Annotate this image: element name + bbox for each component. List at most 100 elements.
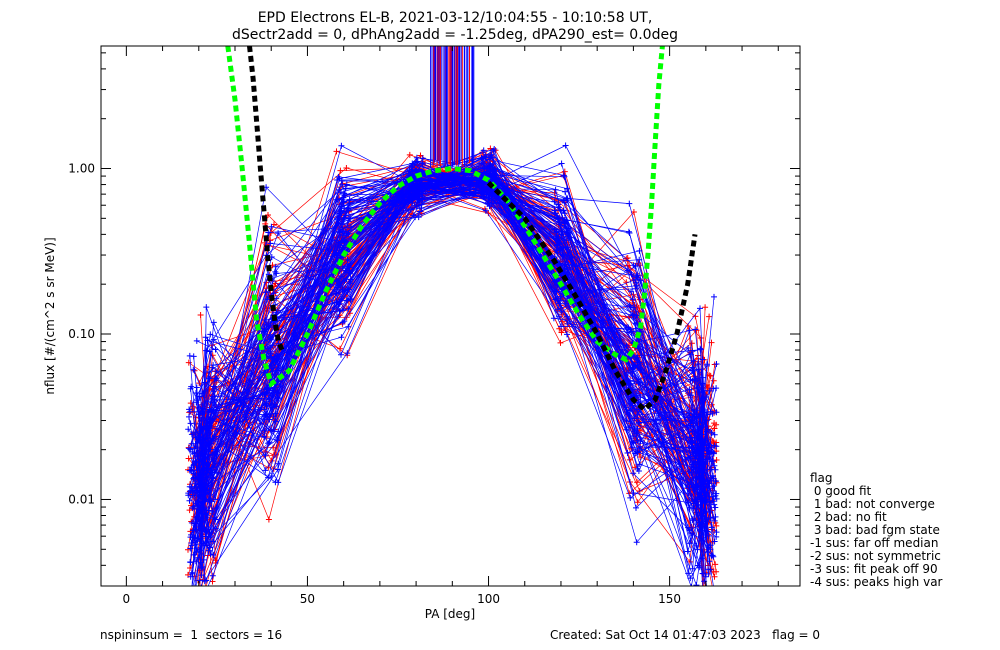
- title-line-2: dSectr2add = 0, dPhAng2add = -1.25deg, d…: [232, 27, 678, 43]
- data-point: [202, 334, 209, 341]
- data-point: [633, 282, 640, 289]
- data-point: [190, 551, 197, 558]
- data-point: [209, 530, 215, 537]
- data-point: [634, 392, 640, 399]
- legend-title: flag: [810, 471, 833, 485]
- data-point: [188, 383, 195, 390]
- data-point: [711, 538, 718, 545]
- data-point: [705, 566, 711, 573]
- data-point: [344, 350, 351, 357]
- data-point: [708, 552, 715, 559]
- data-point: [704, 450, 711, 457]
- data-point: [482, 207, 489, 214]
- data-point: [263, 305, 270, 312]
- x-tick-label: 100: [477, 592, 500, 606]
- y-tick-label: 1.00: [68, 162, 95, 176]
- data-point: [688, 469, 695, 476]
- data-point: [481, 153, 487, 160]
- data-point: [688, 392, 694, 399]
- data-point: [197, 596, 203, 602]
- data-point: [711, 573, 718, 580]
- blue-trace: [190, 182, 708, 563]
- data-point: [693, 327, 700, 334]
- data-point: [550, 315, 557, 322]
- blue-trace: [189, 169, 708, 563]
- data-point: [341, 318, 348, 325]
- data-point: [711, 517, 718, 524]
- data-point: [713, 596, 719, 602]
- data-point: [689, 449, 696, 456]
- blue-trace: [196, 190, 708, 548]
- data-point: [554, 243, 561, 250]
- data-point: [337, 167, 344, 174]
- data-point: [196, 596, 202, 602]
- data-point: [693, 582, 700, 586]
- data-point: [188, 596, 194, 602]
- data-point: [486, 172, 493, 179]
- data-point: [192, 558, 199, 565]
- data-point: [557, 293, 564, 300]
- data-point: [210, 362, 217, 369]
- blue-trace: [193, 175, 703, 545]
- data-point: [265, 212, 271, 218]
- blue-trace: [198, 169, 713, 556]
- data-point: [561, 173, 568, 180]
- data-point: [690, 583, 692, 586]
- axes: 0 50 100 150 0.01 0.10 1.00: [68, 46, 800, 606]
- data-point: [265, 229, 272, 236]
- data-point: [261, 328, 268, 335]
- data-point: [338, 351, 344, 358]
- data-point: [208, 451, 215, 458]
- data-point: [193, 337, 200, 344]
- data-point: [343, 165, 350, 171]
- data-point: [340, 194, 347, 201]
- fit-curves: [225, 46, 698, 413]
- data-point: [262, 452, 269, 459]
- data-point: [275, 230, 282, 237]
- data-point: [711, 425, 718, 432]
- blue-trace: [198, 175, 716, 521]
- data-point: [261, 369, 268, 376]
- data-point: [187, 488, 194, 494]
- data-point: [196, 393, 203, 400]
- data-point: [273, 309, 280, 316]
- data-point: [186, 413, 192, 420]
- data-point: [708, 429, 715, 436]
- data-point: [627, 303, 634, 310]
- data-traces: [185, 46, 720, 602]
- y-tick-label: 0.10: [68, 327, 95, 341]
- data-point: [632, 285, 639, 292]
- data-point: [704, 447, 711, 454]
- data-point: [413, 154, 420, 161]
- plot-frame: [100, 45, 801, 587]
- data-point: [185, 426, 192, 433]
- x-axis-label: PA [deg]: [425, 607, 475, 621]
- data-point: [187, 545, 194, 552]
- data-point: [629, 402, 636, 409]
- data-point: [696, 450, 702, 457]
- footer-left: nspininsum = 1 sectors = 16: [100, 628, 282, 642]
- data-point: [207, 551, 214, 558]
- data-point: [634, 364, 641, 371]
- data-point: [699, 389, 706, 396]
- data-point: [555, 306, 561, 313]
- data-point: [697, 346, 704, 353]
- data-point: [205, 442, 212, 449]
- data-point: [186, 497, 193, 504]
- data-point: [185, 455, 192, 462]
- data-point: [633, 539, 640, 546]
- data-point: [634, 499, 641, 506]
- data-point: [406, 197, 413, 204]
- data-point: [346, 196, 353, 203]
- data-point: [700, 594, 706, 600]
- data-point: [703, 596, 709, 602]
- data-point: [702, 304, 709, 311]
- data-point: [274, 353, 281, 360]
- data-point: [555, 237, 562, 244]
- data-point: [211, 383, 218, 390]
- data-point: [701, 593, 707, 599]
- data-point: [694, 474, 701, 481]
- data-point: [706, 372, 713, 379]
- data-point: [264, 389, 271, 396]
- blue-trace: [194, 181, 714, 574]
